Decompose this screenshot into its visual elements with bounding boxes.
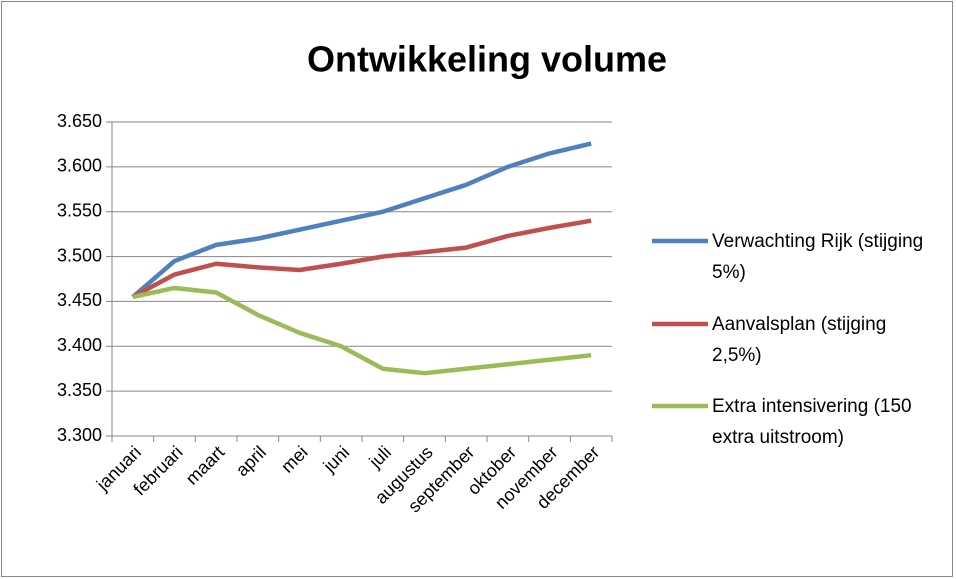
legend-label: Extra intensivering (150 extra uitstroom… xyxy=(712,396,912,448)
y-tick-label: 3.550 xyxy=(57,200,102,220)
series-line xyxy=(131,218,592,299)
y-tick-label: 3.350 xyxy=(57,380,102,400)
legend-label: Verwachting Rijk (stijging 5%) xyxy=(712,231,924,283)
chart-title: Ontwikkeling volume xyxy=(307,39,667,80)
y-tick-label: 3.450 xyxy=(57,290,102,310)
y-tick-label: 3.650 xyxy=(57,111,102,131)
series-line xyxy=(132,285,592,376)
y-tick-label: 3.300 xyxy=(57,425,102,445)
series-line xyxy=(131,141,592,299)
y-tick-label: 3.500 xyxy=(57,245,102,265)
y-tick-label: 3.400 xyxy=(57,335,102,355)
legend-label: Aanvalsplan (stijging 2,5%) xyxy=(712,314,887,366)
y-tick-label: 3.600 xyxy=(57,156,102,176)
